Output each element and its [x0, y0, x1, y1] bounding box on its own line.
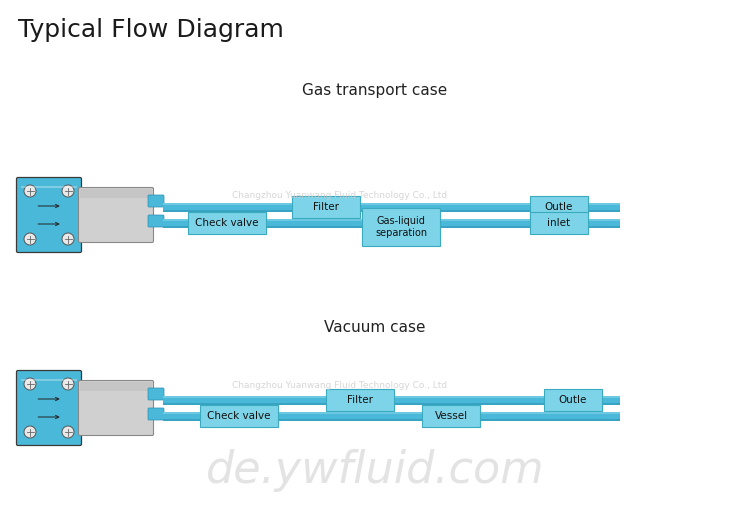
Circle shape	[62, 426, 74, 438]
Circle shape	[62, 185, 74, 197]
FancyBboxPatch shape	[362, 208, 440, 246]
Circle shape	[24, 426, 36, 438]
Bar	[163, 396, 620, 398]
FancyBboxPatch shape	[80, 189, 152, 198]
Text: de.ywfluid.com: de.ywfluid.com	[206, 449, 544, 492]
Text: Gas transport case: Gas transport case	[302, 82, 448, 98]
FancyBboxPatch shape	[80, 382, 152, 391]
Circle shape	[24, 185, 36, 197]
FancyBboxPatch shape	[148, 195, 164, 207]
Circle shape	[24, 378, 36, 390]
Bar	[163, 203, 620, 211]
FancyBboxPatch shape	[200, 405, 278, 427]
FancyBboxPatch shape	[79, 187, 154, 242]
Text: Check valve: Check valve	[195, 218, 259, 228]
FancyBboxPatch shape	[422, 405, 480, 427]
FancyBboxPatch shape	[16, 370, 82, 446]
FancyBboxPatch shape	[79, 380, 154, 435]
Bar	[163, 411, 620, 421]
Text: Vacuum case: Vacuum case	[324, 321, 426, 335]
Circle shape	[62, 233, 74, 245]
Bar	[163, 218, 620, 228]
Text: Check valve: Check valve	[207, 411, 271, 421]
Bar	[163, 226, 620, 228]
Bar	[163, 396, 620, 404]
Text: Changzhou Yuanwang Fluid Technology Co., Ltd: Changzhou Yuanwang Fluid Technology Co.,…	[232, 190, 448, 200]
FancyBboxPatch shape	[530, 196, 588, 218]
Circle shape	[62, 378, 74, 390]
FancyBboxPatch shape	[188, 212, 266, 234]
Bar	[163, 419, 620, 421]
Circle shape	[24, 233, 36, 245]
Text: Typical Flow Diagram: Typical Flow Diagram	[18, 18, 284, 42]
Bar	[163, 411, 620, 414]
FancyBboxPatch shape	[148, 408, 164, 420]
FancyBboxPatch shape	[148, 388, 164, 400]
FancyBboxPatch shape	[148, 215, 164, 227]
FancyBboxPatch shape	[544, 389, 602, 411]
Text: inlet: inlet	[548, 218, 571, 228]
FancyBboxPatch shape	[292, 196, 360, 218]
Text: Outle: Outle	[559, 395, 587, 405]
FancyBboxPatch shape	[530, 212, 588, 234]
Text: Filter: Filter	[347, 395, 373, 405]
FancyBboxPatch shape	[326, 389, 394, 411]
Text: Changzhou Yuanwang Fluid Technology Co., Ltd: Changzhou Yuanwang Fluid Technology Co.,…	[232, 380, 448, 390]
Bar	[163, 218, 620, 221]
Text: Outle: Outle	[544, 202, 573, 212]
Bar	[163, 203, 620, 205]
Text: Gas-liquid
separation: Gas-liquid separation	[375, 216, 427, 238]
Text: Vessel: Vessel	[434, 411, 467, 421]
Bar	[163, 210, 620, 211]
Bar	[163, 403, 620, 404]
FancyBboxPatch shape	[16, 177, 82, 252]
Text: Filter: Filter	[313, 202, 339, 212]
